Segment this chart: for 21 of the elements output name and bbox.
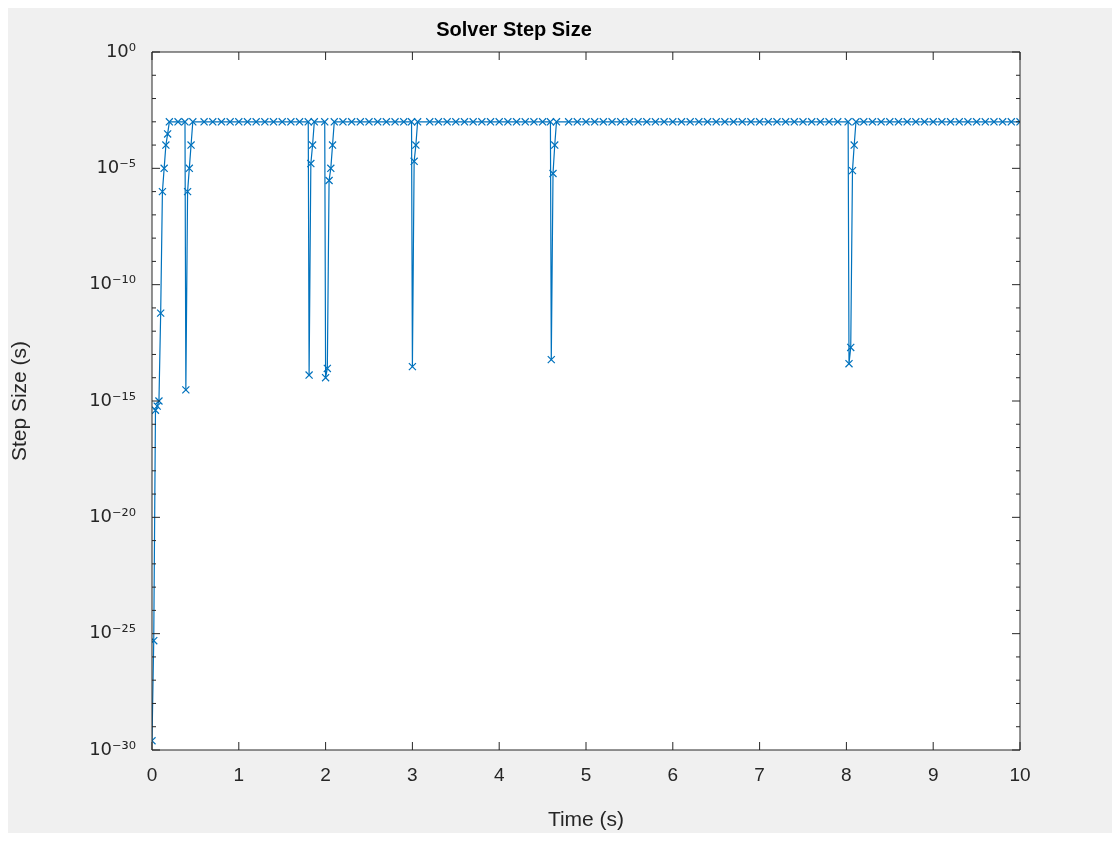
x-tick-label: 8 <box>841 763 852 785</box>
x-tick-label: 2 <box>320 763 331 785</box>
y-tick-label: 10⁻¹⁰ <box>89 272 136 294</box>
chart-title: Solver Step Size <box>436 17 592 40</box>
x-tick-label: 6 <box>667 763 679 785</box>
x-tick-label: 3 <box>407 763 418 785</box>
x-tick-label: 9 <box>927 763 939 785</box>
x-tick-label: 1 <box>233 763 245 785</box>
x-tick-label: 4 <box>493 763 505 785</box>
y-tick-label: 10⁻¹⁵ <box>89 388 136 410</box>
x-tick-label: 7 <box>754 763 765 785</box>
x-tick-label: 5 <box>580 763 592 785</box>
y-tick-label: 10⁻³⁰ <box>89 737 136 759</box>
x-tick-label: 10 <box>1009 763 1031 785</box>
y-tick-label: 10⁰ <box>105 39 136 61</box>
y-tick-label: 10⁻²⁰ <box>89 505 136 527</box>
y-tick-label: 10⁻⁵ <box>96 156 136 178</box>
y-tick-label: 10⁻²⁵ <box>89 621 136 643</box>
y-axis-title: Step Size (s) <box>7 340 31 462</box>
x-tick-label: 0 <box>146 763 158 785</box>
x-axis-title: Time (s) <box>547 807 625 831</box>
